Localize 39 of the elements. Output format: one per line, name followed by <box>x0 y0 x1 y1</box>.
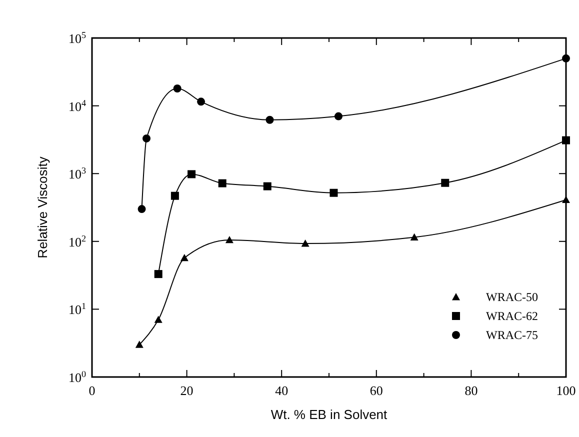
x-tick-label: 80 <box>464 383 478 398</box>
y-tick-label: 10$^{5}$ <box>68 30 86 46</box>
point <box>173 84 182 92</box>
legend-label: WRAC-75 <box>486 328 538 342</box>
point <box>263 182 272 190</box>
x-tick-label: 40 <box>275 383 288 398</box>
point <box>135 340 144 348</box>
point <box>154 270 162 278</box>
point <box>334 112 342 120</box>
x-tick-label: 60 <box>370 383 383 398</box>
point <box>562 54 570 62</box>
y-tick-label: 10$^{0}$ <box>68 369 86 385</box>
point <box>170 192 179 200</box>
x-tick-label: 0 <box>88 383 96 398</box>
y-tick-label: 10$^{4}$ <box>68 98 86 114</box>
y-tick-label: 10$^{1}$ <box>68 301 86 318</box>
y-axis-title: Relative Viscosity <box>35 156 50 258</box>
point <box>142 134 151 142</box>
point <box>330 188 338 197</box>
point <box>197 98 206 106</box>
y-tick-label: 10$^{3}$ <box>68 166 86 182</box>
point <box>301 240 310 247</box>
point <box>562 196 570 204</box>
point <box>562 136 570 144</box>
point <box>138 205 146 214</box>
point <box>266 116 274 124</box>
point <box>410 233 418 240</box>
point <box>188 170 196 178</box>
point <box>218 179 226 188</box>
x-tick-label: 20 <box>180 383 194 398</box>
legend-label: WRAC-62 <box>486 309 538 323</box>
point <box>441 178 450 187</box>
point <box>154 316 162 323</box>
x-axis-title: Wt. % EB in Solvent <box>270 407 388 422</box>
point <box>225 236 234 244</box>
y-tick-label: 10$^{2}$ <box>68 233 86 250</box>
point <box>180 254 188 262</box>
x-tick-label: 100 <box>556 383 576 398</box>
legend-label: WRAC-50 <box>486 290 538 304</box>
